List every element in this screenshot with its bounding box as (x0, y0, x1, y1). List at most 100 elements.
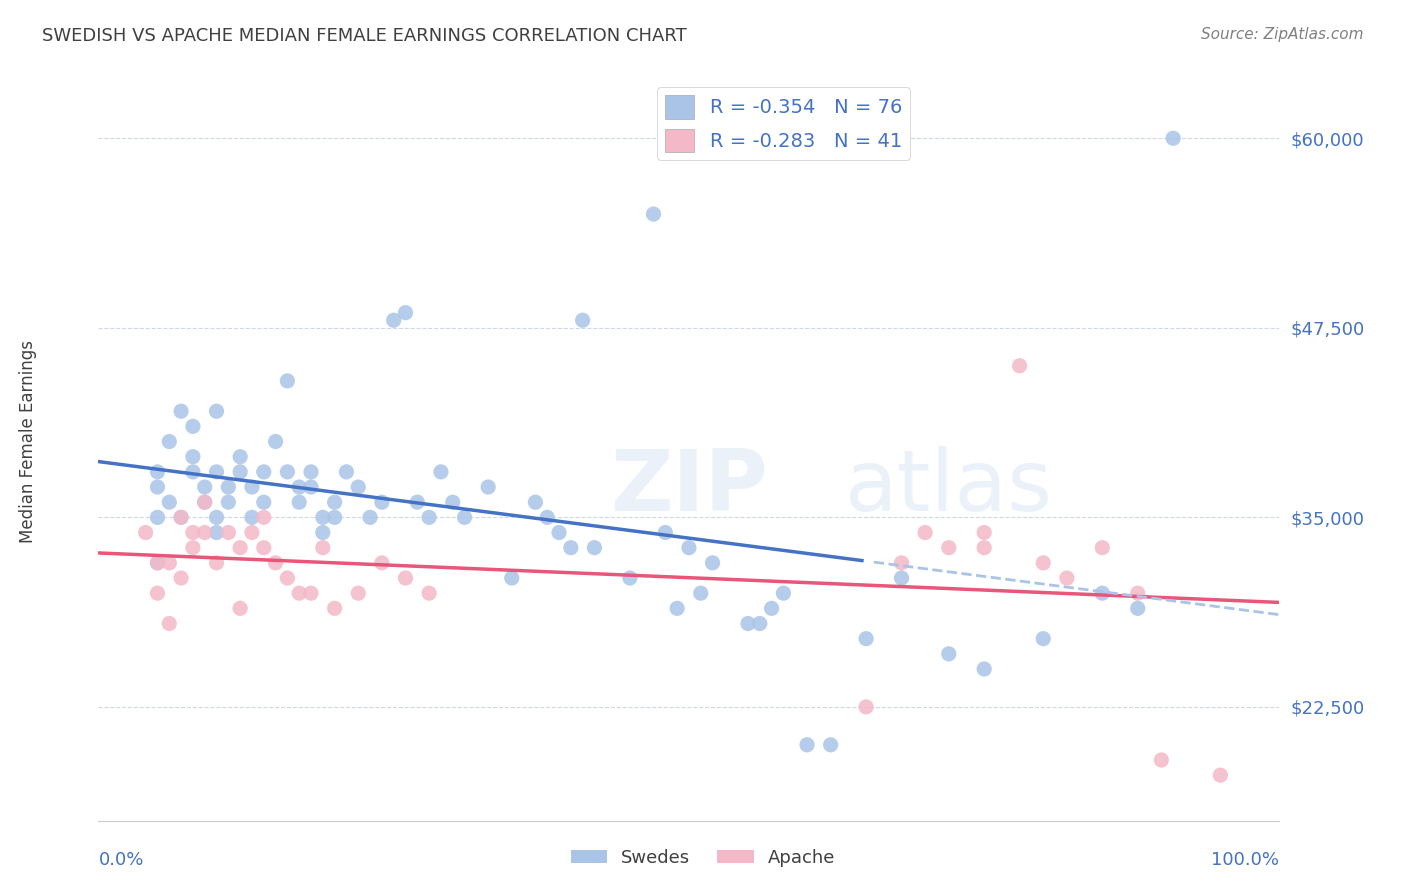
Apache (938, 541, 960, 555)
Apache (157, 556, 180, 570)
Swedes (796, 738, 818, 752)
Apache (240, 525, 263, 540)
Swedes (253, 495, 276, 509)
Swedes (229, 465, 252, 479)
Swedes (560, 541, 582, 555)
Swedes (288, 480, 311, 494)
Apache (347, 586, 370, 600)
Apache (1150, 753, 1173, 767)
Swedes (312, 525, 335, 540)
Swedes (217, 495, 239, 509)
Swedes (146, 480, 169, 494)
Swedes (678, 541, 700, 555)
Swedes (619, 571, 641, 585)
Apache (973, 541, 995, 555)
Swedes (418, 510, 440, 524)
Apache (1032, 556, 1054, 570)
Swedes (394, 305, 416, 319)
Apache (973, 525, 995, 540)
Swedes (240, 510, 263, 524)
Swedes (938, 647, 960, 661)
Apache (371, 556, 394, 570)
Text: ZIP: ZIP (610, 445, 768, 529)
Swedes (264, 434, 287, 449)
Swedes (312, 510, 335, 524)
Swedes (323, 495, 346, 509)
Swedes (382, 313, 405, 327)
Apache (323, 601, 346, 615)
Apache (855, 699, 877, 714)
Swedes (654, 525, 676, 540)
Apache (194, 525, 217, 540)
Swedes (205, 465, 228, 479)
Swedes (406, 495, 429, 509)
Swedes (748, 616, 770, 631)
Swedes (170, 510, 193, 524)
Apache (1008, 359, 1031, 373)
Swedes (240, 480, 263, 494)
Swedes (194, 480, 217, 494)
Swedes (571, 313, 593, 327)
Swedes (181, 450, 204, 464)
Swedes (181, 465, 204, 479)
Swedes (146, 465, 169, 479)
Swedes (583, 541, 606, 555)
Swedes (299, 480, 322, 494)
Text: Source: ZipAtlas.com: Source: ZipAtlas.com (1201, 27, 1364, 42)
Apache (1209, 768, 1232, 782)
Swedes (205, 404, 228, 418)
Apache (194, 495, 217, 509)
Text: Median Female Earnings: Median Female Earnings (18, 340, 37, 543)
Text: SWEDISH VS APACHE MEDIAN FEMALE EARNINGS CORRELATION CHART: SWEDISH VS APACHE MEDIAN FEMALE EARNINGS… (42, 27, 688, 45)
Swedes (536, 510, 558, 524)
Swedes (430, 465, 453, 479)
Swedes (1161, 131, 1184, 145)
Apache (394, 571, 416, 585)
Apache (170, 571, 193, 585)
Swedes (737, 616, 759, 631)
Apache (264, 556, 287, 570)
Swedes (453, 510, 475, 524)
Swedes (170, 404, 193, 418)
Apache (181, 525, 204, 540)
Swedes (288, 495, 311, 509)
Swedes (643, 207, 665, 221)
Apache (253, 541, 276, 555)
Apache (217, 525, 239, 540)
Apache (1056, 571, 1078, 585)
Swedes (702, 556, 724, 570)
Swedes (181, 419, 204, 434)
Swedes (229, 450, 252, 464)
Apache (914, 525, 936, 540)
Swedes (772, 586, 794, 600)
Apache (170, 510, 193, 524)
Swedes (205, 525, 228, 540)
Apache (229, 601, 252, 615)
Apache (276, 571, 298, 585)
Swedes (359, 510, 381, 524)
Swedes (524, 495, 547, 509)
Apache (288, 586, 311, 600)
Swedes (347, 480, 370, 494)
Swedes (157, 495, 180, 509)
Apache (146, 586, 169, 600)
Apache (1126, 586, 1149, 600)
Swedes (820, 738, 842, 752)
Swedes (1032, 632, 1054, 646)
Apache (312, 541, 335, 555)
Apache (157, 616, 180, 631)
Swedes (890, 571, 912, 585)
Apache (418, 586, 440, 600)
Swedes (1091, 586, 1114, 600)
Text: 0.0%: 0.0% (98, 851, 143, 869)
Apache (253, 510, 276, 524)
Swedes (501, 571, 523, 585)
Swedes (973, 662, 995, 676)
Apache (135, 525, 157, 540)
Swedes (157, 434, 180, 449)
Apache (299, 586, 322, 600)
Swedes (146, 510, 169, 524)
Swedes (666, 601, 689, 615)
Swedes (299, 465, 322, 479)
Swedes (194, 495, 217, 509)
